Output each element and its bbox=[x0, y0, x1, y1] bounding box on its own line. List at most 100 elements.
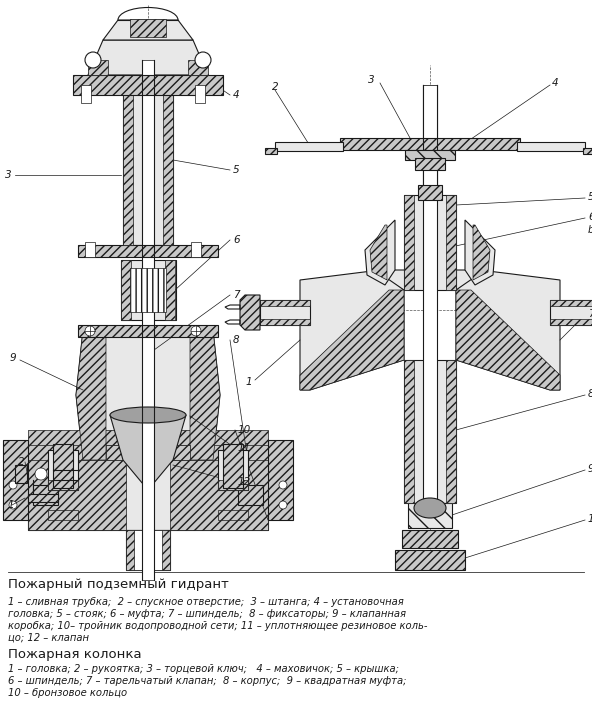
Bar bbox=[223, 444, 243, 488]
Text: 5: 5 bbox=[233, 165, 240, 175]
Polygon shape bbox=[28, 430, 268, 530]
Text: 2: 2 bbox=[18, 457, 25, 467]
Polygon shape bbox=[110, 415, 186, 490]
Text: 3: 3 bbox=[368, 75, 375, 85]
Bar bbox=[48, 510, 78, 520]
Bar bbox=[78, 325, 218, 337]
Bar bbox=[85, 242, 95, 257]
Text: 4: 4 bbox=[552, 78, 559, 88]
Bar bbox=[53, 444, 73, 488]
Bar bbox=[142, 60, 154, 580]
Bar bbox=[165, 260, 175, 320]
Polygon shape bbox=[465, 220, 495, 285]
Circle shape bbox=[195, 52, 211, 68]
Bar bbox=[170, 430, 268, 530]
Text: 9: 9 bbox=[588, 464, 592, 474]
Text: 1 – сливная трубка;  2 – спускное отверстие;  3 – штанга; 4 – установочная: 1 – сливная трубка; 2 – спускное отверст… bbox=[8, 597, 404, 607]
Bar bbox=[404, 195, 456, 290]
Bar bbox=[191, 242, 201, 257]
Text: коробка; 10– тройник водопроводной сети; 11 – уплотняющее резиновое коль-: коробка; 10– тройник водопроводной сети;… bbox=[8, 621, 427, 631]
Bar bbox=[268, 440, 293, 520]
Bar bbox=[163, 90, 173, 245]
Text: 1: 1 bbox=[8, 500, 15, 510]
Text: 6: 6 bbox=[233, 235, 240, 245]
Circle shape bbox=[35, 468, 47, 480]
Bar bbox=[402, 530, 458, 548]
Bar bbox=[3, 440, 28, 520]
Bar bbox=[78, 245, 218, 257]
Bar bbox=[218, 480, 248, 490]
Circle shape bbox=[85, 326, 95, 336]
Text: 10: 10 bbox=[588, 514, 592, 524]
Polygon shape bbox=[76, 330, 106, 460]
Bar bbox=[423, 85, 437, 195]
Polygon shape bbox=[456, 270, 560, 390]
Bar bbox=[162, 530, 170, 570]
Text: 5: 5 bbox=[588, 192, 592, 202]
Bar bbox=[395, 550, 465, 570]
Bar bbox=[418, 185, 442, 200]
Text: 6: 6 bbox=[588, 212, 592, 222]
Bar bbox=[404, 195, 414, 290]
Bar bbox=[33, 485, 58, 505]
Bar bbox=[517, 142, 585, 151]
Text: 8: 8 bbox=[233, 335, 240, 345]
Polygon shape bbox=[190, 330, 220, 460]
Polygon shape bbox=[103, 20, 193, 40]
Bar bbox=[238, 485, 263, 505]
Text: 3: 3 bbox=[5, 170, 12, 180]
Circle shape bbox=[191, 326, 201, 336]
Bar bbox=[404, 360, 456, 503]
Bar bbox=[218, 510, 248, 520]
Circle shape bbox=[279, 501, 287, 509]
Polygon shape bbox=[240, 295, 260, 330]
Bar bbox=[15, 465, 27, 483]
Bar bbox=[48, 450, 78, 490]
Bar bbox=[130, 19, 166, 37]
Bar bbox=[73, 75, 223, 95]
Text: 4: 4 bbox=[233, 90, 240, 100]
Bar bbox=[121, 260, 176, 320]
Text: 9: 9 bbox=[9, 353, 16, 363]
Text: 1 – головка; 2 – рукоятка; 3 – торцевой ключ;   4 – маховичок; 5 – крышка;: 1 – головка; 2 – рукоятка; 3 – торцевой … bbox=[8, 664, 399, 674]
Bar bbox=[106, 445, 190, 460]
Text: 2: 2 bbox=[272, 82, 278, 92]
Text: 7: 7 bbox=[588, 309, 592, 319]
Circle shape bbox=[9, 481, 17, 489]
Bar bbox=[550, 300, 592, 306]
Text: цо; 12 – клапан: цо; 12 – клапан bbox=[8, 633, 89, 643]
Polygon shape bbox=[300, 290, 404, 390]
Polygon shape bbox=[76, 330, 220, 460]
Bar bbox=[275, 142, 343, 151]
Text: Пожарная колонка: Пожарная колонка bbox=[8, 648, 141, 661]
Bar bbox=[121, 260, 131, 320]
Bar bbox=[340, 138, 520, 150]
Polygon shape bbox=[365, 220, 395, 285]
Bar bbox=[260, 300, 310, 325]
Polygon shape bbox=[473, 225, 490, 280]
Circle shape bbox=[85, 52, 101, 68]
Bar bbox=[126, 530, 134, 570]
Bar bbox=[188, 60, 208, 75]
Text: 11: 11 bbox=[238, 443, 251, 453]
Text: 6 – шпиндель; 7 – тарельчатый клапан;  8 – корпус;  9 – квадратная муфта;: 6 – шпиндель; 7 – тарельчатый клапан; 8 … bbox=[8, 676, 407, 686]
Text: 1: 1 bbox=[245, 377, 252, 387]
Bar bbox=[28, 445, 268, 460]
Bar bbox=[408, 503, 452, 528]
Bar bbox=[28, 494, 58, 502]
Bar bbox=[404, 360, 414, 503]
Bar bbox=[415, 158, 445, 170]
Bar bbox=[123, 90, 133, 245]
Bar bbox=[550, 319, 592, 325]
Bar bbox=[81, 85, 91, 103]
Ellipse shape bbox=[414, 498, 446, 518]
Text: 7: 7 bbox=[233, 290, 240, 300]
Bar bbox=[260, 319, 310, 325]
Text: 8: 8 bbox=[588, 389, 592, 399]
Text: Пожарный подземный гидрант: Пожарный подземный гидрант bbox=[8, 578, 229, 591]
Ellipse shape bbox=[110, 407, 186, 423]
Polygon shape bbox=[375, 270, 485, 290]
Bar bbox=[446, 360, 456, 503]
Text: 12: 12 bbox=[238, 477, 251, 487]
Bar bbox=[265, 148, 277, 154]
